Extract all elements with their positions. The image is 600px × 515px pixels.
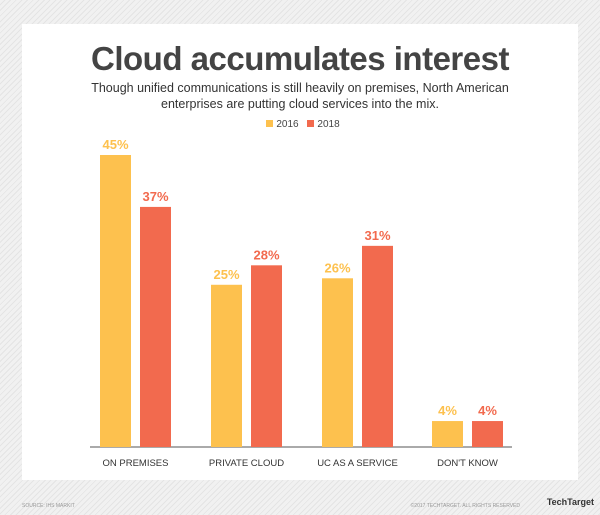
category-label: DON'T KNOW xyxy=(437,458,498,469)
data-label: 25% xyxy=(213,267,239,282)
legend: 2016 2018 xyxy=(0,119,600,131)
data-label: 45% xyxy=(102,137,128,152)
category-label: UC AS A SERVICE xyxy=(317,458,398,469)
data-label: 4% xyxy=(438,403,457,418)
bar-2018-1 xyxy=(251,265,282,447)
bar-2016-3 xyxy=(432,421,463,447)
data-label: 4% xyxy=(478,403,497,418)
copyright: ©2017 TECHTARGET. ALL RIGHTS RESERVED xyxy=(410,503,520,509)
legend-swatch-2016 xyxy=(266,120,274,127)
bar-2016-2 xyxy=(322,278,353,447)
bar-2018-0 xyxy=(140,206,171,447)
techtarget-logo: TechTarget xyxy=(546,497,594,507)
data-label: 37% xyxy=(142,189,168,204)
source-note: SOURCE: IHS MARKIT xyxy=(22,503,75,509)
category-label: ON PREMISES xyxy=(103,458,169,469)
bar-2018-2 xyxy=(362,245,393,447)
chart-title: Cloud accumulates interest xyxy=(91,40,509,77)
bar-2018-3 xyxy=(472,421,503,447)
chart-subtitle-text: Though unified communications is still h… xyxy=(91,81,509,111)
bar-2016-1 xyxy=(211,284,242,447)
data-label: 31% xyxy=(364,228,390,243)
legend-label-2018: 2018 xyxy=(317,119,340,130)
bar-2016-0 xyxy=(100,155,131,447)
category-label: PRIVATE CLOUD xyxy=(209,458,284,469)
data-label: 28% xyxy=(253,247,279,262)
legend-label-2016: 2016 xyxy=(276,119,299,130)
data-label: 26% xyxy=(324,260,350,275)
chart-subtitle: Though unified communications is still h… xyxy=(0,80,600,112)
legend-swatch-2018 xyxy=(307,120,315,127)
